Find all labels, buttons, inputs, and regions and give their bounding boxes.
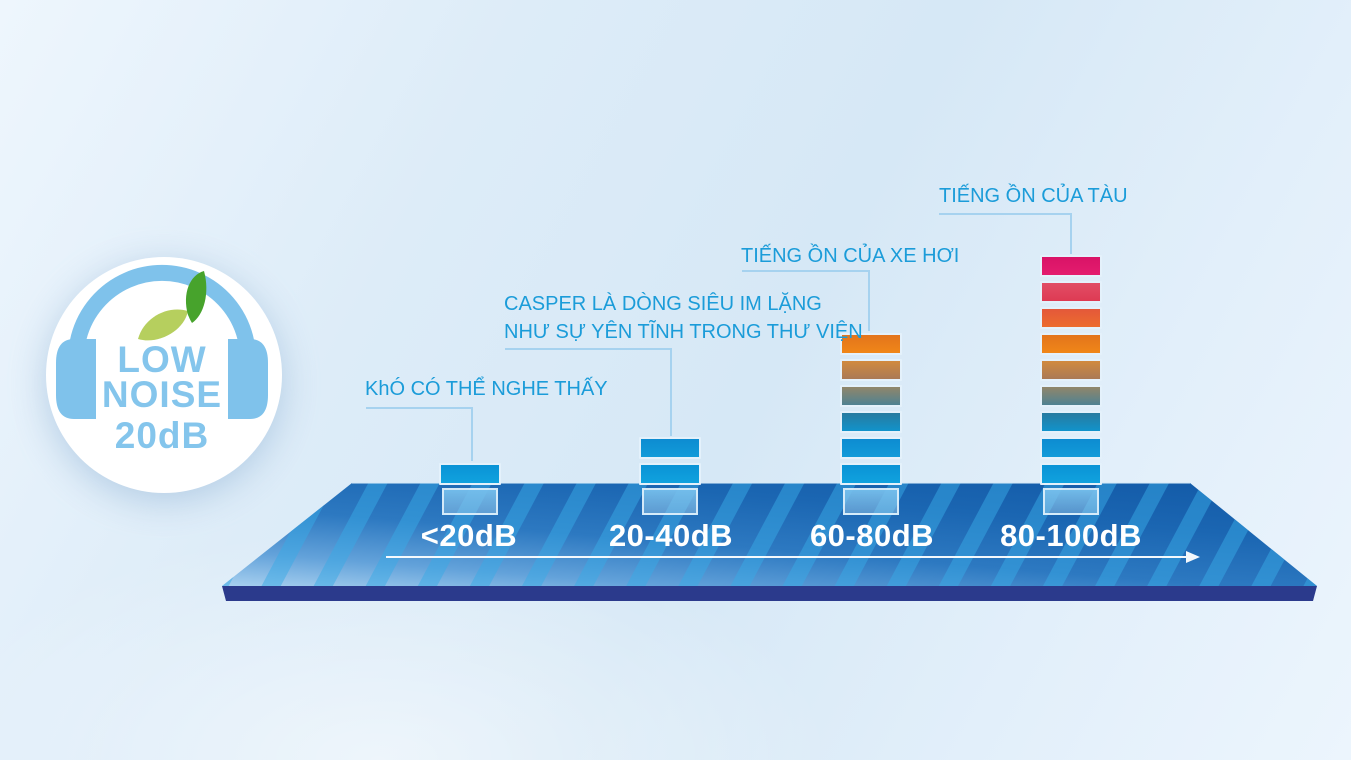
badge-circle [46,257,282,493]
bar-20-40dB [639,437,701,485]
category-label-60-80db: 60-80dB [809,518,935,553]
badge-text-20db: 20dB [115,415,209,456]
badge-text-low: LOW [117,339,206,380]
annotation-line: NHƯ SỰ YÊN TĨNH TRONG THƯ VIỆN [504,321,863,343]
annotation-20-40db: CASPER LÀ DÒNG SIÊU IM LẶNG NHƯ SỰ YÊN T… [504,290,863,346]
annotation-line: KhÓ CÓ THỂ NGHE THẤY [365,378,608,400]
connector-line-60-80db [742,270,870,331]
connector-line-20-40db [505,348,672,436]
bar-segment [1040,463,1102,485]
bar-segment [1040,255,1102,277]
connector-line-under-20db [366,407,473,461]
bar-segment [1040,307,1102,329]
bar-reflection [843,488,899,515]
bar-segment [1040,385,1102,407]
bar-segment [639,437,701,459]
bar-reflection [1043,488,1099,515]
bar-segment [840,411,902,433]
bar-segment [439,463,501,485]
bar-segment [840,437,902,459]
leaf-light-icon [138,309,188,341]
bar-reflection [442,488,498,515]
badge-text-noise: NOISE [102,374,222,415]
bar-segment [1040,281,1102,303]
bar-segment [840,359,902,381]
category-label-under-20db: <20dB [420,518,518,553]
category-label-20-40db: 20-40dB [608,518,734,553]
annotation-under-20db: KhÓ CÓ THỂ NGHE THẤY [365,375,608,403]
annotation-line: CASPER LÀ DÒNG SIÊU IM LẶNG [504,293,822,315]
bar-segment [840,385,902,407]
headphones-icon [56,265,268,419]
leaf-dark-icon [185,271,207,323]
low-noise-badge: LOW NOISE 20dB [46,257,282,493]
bar-segment [1040,333,1102,355]
bar-segment [1040,437,1102,459]
annotation-line: TIẾNG ỒN CỦA XE HƠI [741,245,960,267]
bar-segment [840,333,902,355]
bar-segment [840,463,902,485]
bar-60-80dB [840,333,902,485]
bar-segment [639,463,701,485]
annotation-80-100db: TIẾNG ỒN CỦA TÀU [939,182,1128,210]
category-label-80-100db: 80-100dB [1000,518,1142,553]
annotation-line: TIẾNG ỒN CỦA TÀU [939,185,1128,207]
annotation-60-80db: TIẾNG ỒN CỦA XE HƠI [741,242,959,270]
bar-reflection [642,488,698,515]
connector-line-80-100db [939,213,1072,254]
platform-base-edge [222,586,1317,601]
axis-arrow [386,551,1200,563]
bar-segment [1040,359,1102,381]
bar-segment [1040,411,1102,433]
bar-80-100dB [1040,255,1102,485]
bar-<20dB [439,463,501,485]
platform-stripes [222,483,1317,586]
